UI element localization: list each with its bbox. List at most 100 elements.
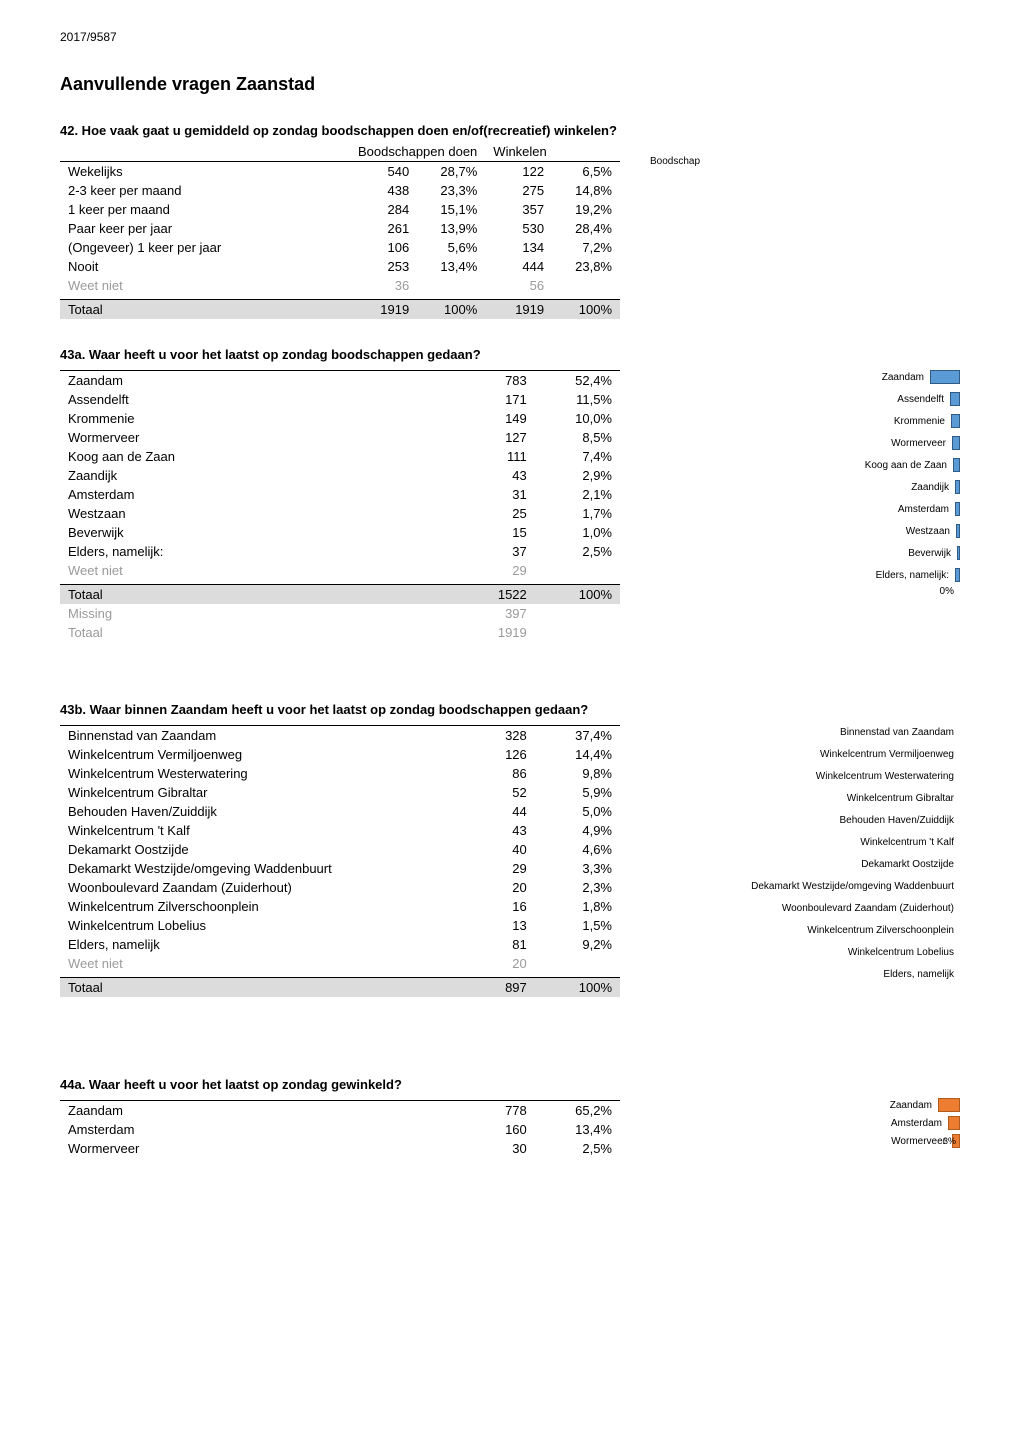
count: 37 [450,542,535,561]
count: 438 [350,181,417,200]
chart-label: Woonboulevard Zaandam (Zuiderhout) [782,903,960,914]
q43a-table: Zaandam78352,4%Assendelft17111,5%Krommen… [60,366,620,642]
row-label: Winkelcentrum 't Kalf [60,821,450,840]
count: 122 [485,162,552,182]
row-label: Missing [60,604,450,623]
count: 43 [450,466,535,485]
pct: 65,2% [535,1101,620,1121]
chart-row: Zaandijk [650,476,960,498]
count: 29 [450,561,535,580]
pct: 2,5% [535,542,620,561]
row-label: Winkelcentrum Westerwatering [60,764,450,783]
q43a-chart: ZaandamAssendelftKrommenieWormerveerKoog… [650,366,960,597]
chart-bar [955,502,960,516]
chart-tick: 3% [943,1136,962,1146]
chart-label: Winkelcentrum 't Kalf [860,837,960,848]
row-label: Zaandijk [60,466,450,485]
row-label: Weet niet [60,954,450,973]
chart-row: Winkelcentrum 't Kalf [650,831,960,853]
pct: 23,8% [552,257,620,276]
count: 25 [450,504,535,523]
count: 397 [450,604,535,623]
count: 284 [350,200,417,219]
chart-row: Westzaan [650,520,960,542]
chart-row: Behouden Haven/Zuiddijk [650,809,960,831]
count: 111 [450,447,535,466]
chart-row: Koog aan de Zaan [650,454,960,476]
row-label: Binnenstad van Zaandam [60,726,450,746]
row-label: Winkelcentrum Zilverschoonplein [60,897,450,916]
row-label: Dekamarkt Oostzijde [60,840,450,859]
count: 44 [450,802,535,821]
count: 253 [350,257,417,276]
chart-row: Amsterdam [650,498,960,520]
row-label: Wormerveer [60,428,450,447]
cell [535,623,620,642]
row-label: Koog aan de Zaan [60,447,450,466]
pct [552,276,620,295]
count: 127 [450,428,535,447]
chart-label: Behouden Haven/Zuiddijk [839,815,960,826]
chart-label: Elders, namelijk: [876,570,955,581]
q42-table: Boodschappen doen Winkelen Wekelijks5402… [60,142,620,319]
row-label: Paar keer per jaar [60,219,350,238]
row-label: Winkelcentrum Lobelius [60,916,450,935]
row-label: 1 keer per maand [60,200,350,219]
count: 778 [450,1101,535,1121]
pct: 19,2% [552,200,620,219]
count: 36 [350,276,417,295]
chart-row: Beverwijk [650,542,960,564]
count: 1919 [450,623,535,642]
pct: 7,2% [552,238,620,257]
pct: 100% [535,978,620,998]
row-label: Totaal [60,300,350,320]
row-label: (Ongeveer) 1 keer per jaar [60,238,350,257]
row-label: Amsterdam [60,485,450,504]
pct: 100% [535,585,620,605]
row-label: Totaal [60,623,450,642]
pct: 37,4% [535,726,620,746]
count: 31 [450,485,535,504]
chart-row: Dekamarkt Westzijde/omgeving Waddenbuurt [650,875,960,897]
chart-label: Binnenstad van Zaandam [840,727,960,738]
chart-label: Winkelcentrum Gibraltar [847,793,960,804]
chart-bar [956,524,960,538]
chart-row: Woonboulevard Zaandam (Zuiderhout) [650,897,960,919]
count: 20 [450,954,535,973]
chart-label: Krommenie [894,416,951,427]
pct: 2,9% [535,466,620,485]
row-label: Totaal [60,585,450,605]
count: 40 [450,840,535,859]
pct: 5,6% [417,238,485,257]
pct: 100% [552,300,620,320]
row-label: Zaandam [60,1101,450,1121]
count: 13 [450,916,535,935]
chart-label: Winkelcentrum Lobelius [848,947,960,958]
count: 444 [485,257,552,276]
row-label: Beverwijk [60,523,450,542]
pct: 9,8% [535,764,620,783]
pct: 6,5% [552,162,620,182]
count: 43 [450,821,535,840]
row-label: Winkelcentrum Vermiljoenweg [60,745,450,764]
chart-bar [951,414,960,428]
pct: 2,3% [535,878,620,897]
row-label: Totaal [60,978,450,998]
pct: 8,5% [535,428,620,447]
count: 897 [450,978,535,998]
chart-label: Koog aan de Zaan [865,460,953,471]
pct: 28,4% [552,219,620,238]
pct: 14,8% [552,181,620,200]
chart-row: Assendelft [650,388,960,410]
pct: 100% [417,300,485,320]
pct: 14,4% [535,745,620,764]
q44a-chart: ZaandamAmsterdamWormerveer3% [650,1096,960,1150]
pct [417,276,485,295]
count: 1522 [450,585,535,605]
chart-label: Zaandam [882,372,930,383]
doc-reference: 2017/9587 [60,30,960,44]
chart-row: Winkelcentrum Vermiljoenweg [650,743,960,765]
count: 171 [450,390,535,409]
pct: 10,0% [535,409,620,428]
chart-label: Winkelcentrum Vermiljoenweg [820,749,960,760]
